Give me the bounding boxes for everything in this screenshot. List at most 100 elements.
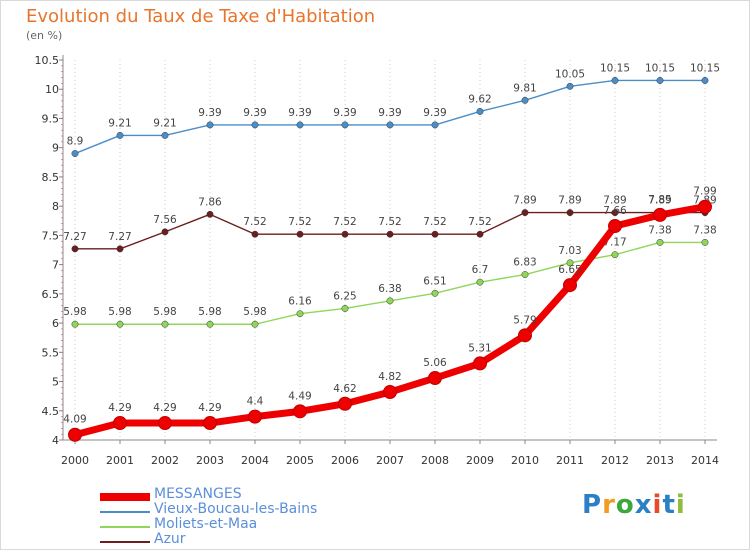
data-point [431,121,439,129]
data-label: 7.89 [513,195,536,207]
data-point [293,404,307,419]
data-label: 10.05 [555,68,585,80]
legend-swatch [100,526,150,528]
data-label: 7.85 [648,194,671,206]
data-point [383,385,397,400]
data-point [296,121,304,129]
data-label: 7.89 [603,195,626,207]
data-label: 5.98 [198,306,221,318]
data-label: 7.89 [648,195,671,207]
data-label: 5.31 [468,342,491,354]
data-label: 7.89 [558,195,581,207]
data-point [518,328,532,343]
data-label: 4.29 [108,402,131,414]
y-tick-label: 9 [52,142,59,155]
data-label: 7.38 [693,224,716,236]
data-point [701,77,709,84]
data-point [71,245,79,253]
legend-swatch [100,511,150,513]
data-point [161,320,169,328]
legend-label: Moliets-et-Maa [154,516,258,532]
x-tick-label: 2008 [421,454,449,467]
data-point [611,209,619,217]
data-point [566,209,574,217]
x-tick-label: 2000 [61,454,89,467]
data-label: 6.16 [288,296,312,308]
x-tick-label: 2005 [286,454,314,467]
data-label: 9.39 [423,107,446,119]
data-label: 7.66 [603,205,627,217]
data-label: 9.21 [153,117,176,129]
data-point [653,207,667,222]
data-point [296,310,304,318]
y-tick-label: 6.5 [42,288,60,301]
x-tick-label: 2010 [511,454,539,467]
data-point [473,356,487,371]
data-point [206,121,214,129]
data-point [566,82,574,90]
legend-label: Vieux-Boucau-les-Bains [154,501,318,517]
data-label: 7.52 [333,216,356,228]
legend-label: Azur [154,531,186,547]
legend-swatch [100,541,150,543]
data-label: 7.52 [243,216,266,228]
y-tick-label: 8.5 [42,171,60,184]
data-point [386,297,394,305]
data-label: 4.09 [63,414,86,426]
data-point [71,320,79,328]
data-label: 9.39 [288,107,311,119]
data-point [521,209,529,217]
legend-label: MESSANGES [154,486,242,502]
data-label: 6.51 [423,275,446,287]
data-label: 7.52 [468,216,491,228]
data-point [161,131,169,139]
data-label: 7.86 [198,196,222,208]
data-label: 6.83 [513,257,536,269]
data-label: 6.7 [472,264,489,276]
chart-title: Evolution du Taux de Taxe d'Habitation [26,6,376,27]
data-point [608,219,622,234]
data-point [521,271,529,279]
y-tick-label: 7 [52,259,59,272]
data-label: 6.38 [378,283,401,295]
y-tick-label: 5.5 [42,346,60,359]
x-tick-label: 2006 [331,454,359,467]
data-label: 9.39 [378,107,401,119]
data-label: 10.15 [645,62,675,74]
x-tick-label: 2009 [466,454,494,467]
data-label: 9.39 [198,107,221,119]
data-point [701,238,709,246]
data-point [203,416,217,431]
data-label: 9.81 [513,82,536,94]
data-point [521,96,529,104]
data-label: 8.9 [67,136,84,148]
y-tick-label: 10.5 [35,54,60,67]
data-point [656,238,664,246]
x-tick-label: 2013 [646,454,674,467]
data-label: 7.17 [603,237,626,249]
data-point [566,259,574,267]
data-label: 9.62 [468,93,491,105]
data-point [386,230,394,238]
data-label: 10.15 [600,62,630,74]
data-point [656,77,664,84]
x-tick-label: 2012 [601,454,629,467]
y-tick-label: 6 [52,317,59,330]
data-label: 5.79 [513,314,536,326]
y-tick-label: 7.5 [42,229,60,242]
data-label: 5.98 [153,306,176,318]
data-label: 9.39 [243,107,266,119]
data-label: 7.27 [108,231,131,243]
data-label: 7.99 [693,186,716,198]
data-label: 6.65 [558,264,581,276]
data-point [341,305,349,312]
data-point [386,121,394,129]
x-tick-label: 2004 [241,454,269,467]
data-label: 10.15 [690,62,720,74]
y-tick-label: 9.5 [42,112,60,125]
data-point [476,278,484,286]
data-point [158,416,172,431]
data-point [563,278,577,293]
legend-swatch [100,493,150,501]
